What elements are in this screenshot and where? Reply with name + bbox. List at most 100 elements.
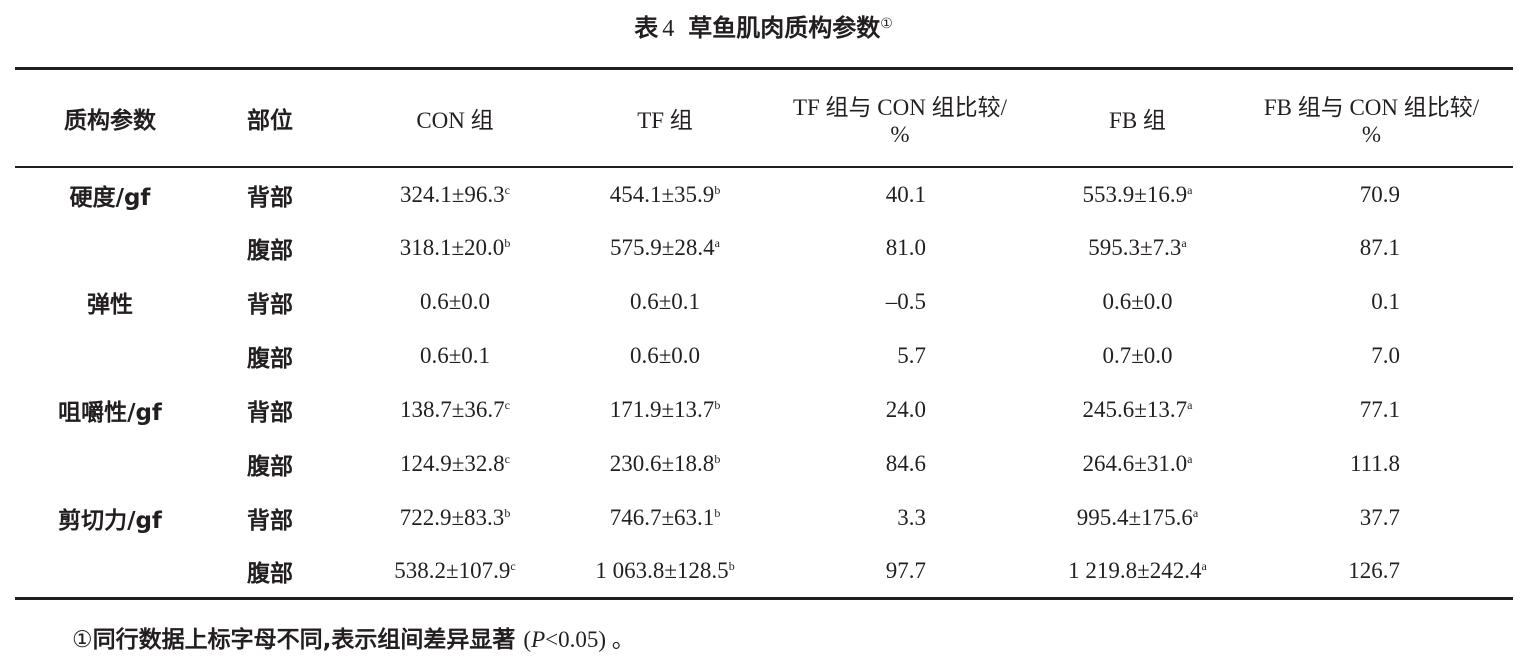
cell-fb: 0.7±0.0 xyxy=(1045,329,1230,383)
cell-tf-pct: 5.7 xyxy=(755,329,1045,383)
note-text: 同行数据上标字母不同,表示组间差异显著 xyxy=(92,627,516,653)
cell-con: 0.6±0.1 xyxy=(335,329,575,383)
header-part: 部位 xyxy=(205,67,335,168)
table-row: 硬度/gf 背部 324.1±96.3c 454.1±35.9b 40.1 553.9±1… xyxy=(15,167,1513,221)
cell-tf-pct: 24.0 xyxy=(755,383,1045,437)
significance-letter: b xyxy=(728,559,735,573)
table-row: 腹部 538.2±107.9c 1 063.8±128.5b 97.7 1 219.8±… xyxy=(15,545,1513,600)
cell-fb-value: 595.3±7.3 xyxy=(1088,235,1182,260)
cell-con: 0.6±0.0 xyxy=(335,275,575,329)
note-cond: <0.05 xyxy=(545,627,599,652)
table-row: 腹部 0.6±0.1 0.6±0.0 5.7 0.7±0.0 7.0 xyxy=(15,329,1513,383)
cell-fb-value: 245.6±13.7 xyxy=(1082,397,1188,422)
cell-part-value: 腹部 xyxy=(247,454,293,480)
significance-letter: b xyxy=(714,398,721,412)
cell-fb: 264.6±31.0a xyxy=(1045,437,1230,491)
cell-part: 腹部 xyxy=(205,329,335,383)
cell-tf-value: 575.9±28.4 xyxy=(610,235,715,260)
cell-tf-value: 0.6±0.1 xyxy=(629,289,701,314)
cell-tf-pct: 3.3 xyxy=(755,491,1045,545)
cell-tf-pct: 40.1 xyxy=(755,167,1045,221)
table-number: 4 xyxy=(662,16,675,42)
significance-letter: a xyxy=(1181,236,1187,250)
cell-tf-pct-value: –0.5 xyxy=(885,289,926,314)
header-con: CON 组 xyxy=(335,67,575,168)
note-p: P xyxy=(531,627,546,652)
note-end: 。 xyxy=(606,627,635,652)
significance-letter: c xyxy=(504,452,510,466)
significance-letter: a xyxy=(1187,398,1193,412)
cell-fb-pct-value: 87.1 xyxy=(1359,235,1400,260)
table-row: 腹部 318.1±20.0b 575.9±28.4a 81.0 595.3±7.3a 87… xyxy=(15,221,1513,275)
cell-fb-pct-value: 126.7 xyxy=(1348,558,1400,583)
header-fb: FB 组 xyxy=(1045,67,1230,168)
table-row: 弹性 背部 0.6±0.0 0.6±0.1 –0.5 0.6±0.0 0.1 xyxy=(15,275,1513,329)
cell-part-value: 背部 xyxy=(247,292,293,318)
footnote: ①同行数据上标字母不同,表示组间差异显著 (P<0.05) 。 xyxy=(72,620,635,654)
table-title: 表 4 草鱼肌肉质构参数① xyxy=(0,8,1527,43)
header-fb-vs-con: FB 组与 CON 组比较/ xyxy=(1230,67,1513,122)
cell-con-value: 138.7±36.7 xyxy=(400,397,505,422)
cell-param: 咀嚼性/gf xyxy=(15,383,205,437)
cell-param: 硬度/gf xyxy=(15,167,205,221)
cell-con-value: 318.1±20.0 xyxy=(399,235,505,260)
significance-letter: b xyxy=(714,452,721,466)
cell-con-value: 0.6±0.0 xyxy=(419,289,491,314)
cell-part-value: 腹部 xyxy=(247,561,293,587)
cell-con-value: 722.9±83.3 xyxy=(399,505,505,530)
significance-letter: a xyxy=(1192,506,1199,520)
cell-part: 腹部 xyxy=(205,437,335,491)
significance-letter: c xyxy=(504,398,510,412)
cell-fb: 1 219.8±242.4a xyxy=(1045,545,1230,600)
footnote-mark: ① xyxy=(880,16,893,32)
cell-tf-pct: 84.6 xyxy=(755,437,1045,491)
cell-fb: 245.6±13.7a xyxy=(1045,383,1230,437)
cell-fb-pct: 37.7 xyxy=(1230,491,1513,545)
cell-fb-value: 995.4±175.6 xyxy=(1076,505,1193,530)
cell-tf-value: 0.6±0.0 xyxy=(629,343,701,368)
cell-param xyxy=(15,437,205,491)
cell-part: 背部 xyxy=(205,167,335,221)
cell-tf-value: 171.9±13.7 xyxy=(609,397,715,422)
texture-table: 质构参数 部位 CON 组 TF 组 TF 组与 CON 组比较/ FB 组 F… xyxy=(15,67,1513,600)
cell-fb-pct-value: 111.8 xyxy=(1349,451,1400,476)
significance-letter: b xyxy=(504,506,511,520)
cell-param-value: 弹性 xyxy=(87,292,133,318)
significance-letter: a xyxy=(1187,452,1193,466)
cell-con: 124.9±32.8c xyxy=(335,437,575,491)
significance-letter: c xyxy=(504,183,510,197)
header-param: 质构参数 xyxy=(15,67,205,168)
cell-con: 324.1±96.3c xyxy=(335,167,575,221)
cell-con: 138.7±36.7c xyxy=(335,383,575,437)
cell-fb-pct: 77.1 xyxy=(1230,383,1513,437)
cell-fb-pct: 126.7 xyxy=(1230,545,1513,600)
significance-letter: b xyxy=(714,183,721,197)
cell-tf-value: 454.1±35.9 xyxy=(609,182,715,207)
cell-fb: 595.3±7.3a xyxy=(1045,221,1230,275)
cell-fb-pct-value: 70.9 xyxy=(1359,182,1400,207)
cell-param-value: 硬度/gf xyxy=(69,185,151,211)
cell-tf: 1 063.8±128.5b xyxy=(575,545,755,600)
cell-tf: 454.1±35.9b xyxy=(575,167,755,221)
cell-fb: 0.6±0.0 xyxy=(1045,275,1230,329)
cell-param: 剪切力/gf xyxy=(15,491,205,545)
header-tf-vs-con-unit: % xyxy=(755,122,1045,168)
cell-fb-value: 0.6±0.0 xyxy=(1102,289,1173,314)
cell-tf: 575.9±28.4a xyxy=(575,221,755,275)
cell-tf-value: 746.7±63.1 xyxy=(609,505,715,530)
significance-letter: a xyxy=(1187,183,1193,197)
cell-con-value: 538.2±107.9 xyxy=(394,558,511,583)
cell-tf-pct-value: 24.0 xyxy=(885,397,926,422)
cell-part-value: 背部 xyxy=(247,185,293,211)
cell-fb-value: 553.9±16.9 xyxy=(1082,182,1188,207)
cell-part: 背部 xyxy=(205,383,335,437)
title-prefix: 表 xyxy=(634,14,659,42)
cell-con-value: 124.9±32.8 xyxy=(400,451,505,476)
cell-fb-value: 1 219.8±242.4 xyxy=(1068,558,1202,583)
cell-tf-pct-value: 3.3 xyxy=(897,505,926,530)
cell-param xyxy=(15,545,205,600)
cell-param-value: 剪切力/gf xyxy=(58,508,162,534)
cell-part-value: 背部 xyxy=(247,508,293,534)
header-tf-vs-con: TF 组与 CON 组比较/ xyxy=(755,67,1045,122)
cell-tf-pct-value: 81.0 xyxy=(885,235,926,260)
